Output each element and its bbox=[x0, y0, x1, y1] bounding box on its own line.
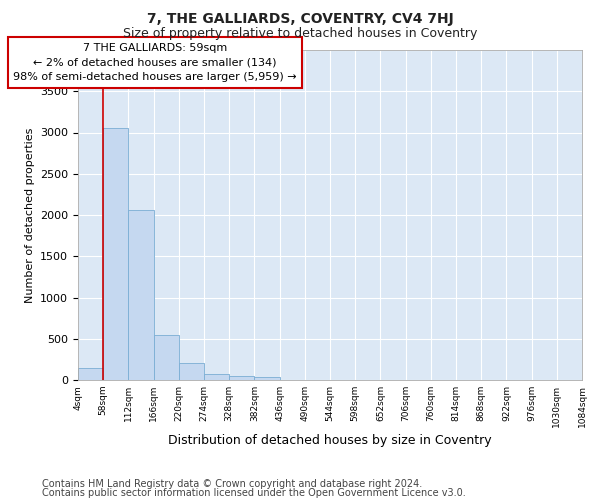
Bar bbox=[229, 376, 254, 380]
Bar bbox=[254, 376, 280, 380]
Y-axis label: Number of detached properties: Number of detached properties bbox=[25, 128, 35, 302]
Bar bbox=[128, 210, 154, 380]
Text: Size of property relative to detached houses in Coventry: Size of property relative to detached ho… bbox=[123, 28, 477, 40]
Bar bbox=[154, 334, 179, 380]
Text: Contains public sector information licensed under the Open Government Licence v3: Contains public sector information licen… bbox=[42, 488, 466, 498]
Bar bbox=[179, 362, 204, 380]
Text: 7, THE GALLIARDS, COVENTRY, CV4 7HJ: 7, THE GALLIARDS, COVENTRY, CV4 7HJ bbox=[146, 12, 454, 26]
Bar bbox=[78, 368, 103, 380]
Text: 7 THE GALLIARDS: 59sqm
← 2% of detached houses are smaller (134)
98% of semi-det: 7 THE GALLIARDS: 59sqm ← 2% of detached … bbox=[13, 42, 297, 82]
X-axis label: Distribution of detached houses by size in Coventry: Distribution of detached houses by size … bbox=[168, 434, 492, 447]
Text: Contains HM Land Registry data © Crown copyright and database right 2024.: Contains HM Land Registry data © Crown c… bbox=[42, 479, 422, 489]
Bar bbox=[204, 374, 229, 380]
Bar bbox=[103, 128, 128, 380]
